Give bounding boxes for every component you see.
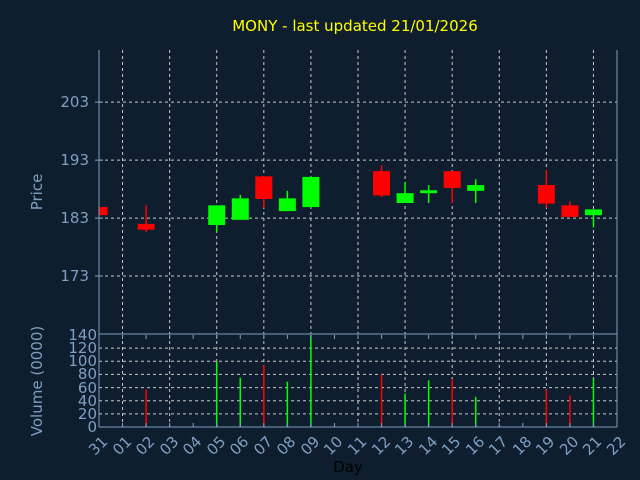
candle-body [561,205,579,217]
volume-tick-label: 100 [68,352,97,371]
volume-bar [286,381,289,427]
price-tick-label: 173 [60,267,89,286]
volume-tick-label: 20 [77,404,97,423]
candle-body [443,171,461,188]
price-axis-label: Price [28,174,46,211]
candle-body [537,185,555,204]
volume-bar [451,379,453,427]
volume-bar [592,378,595,427]
volume-bar [145,389,147,427]
candle-body [373,171,391,196]
volume-bar [474,396,477,427]
volume-bar [427,380,430,427]
volume-tick-label: 40 [77,391,97,410]
volume-tick-label: 140 [68,326,97,344]
volume-tick-label: 0 [87,418,97,436]
volume-bar [239,377,242,427]
candle-body [278,198,296,212]
candle-body [584,209,602,216]
x-axis-label: Day [333,458,363,476]
volume-bar [215,361,218,427]
volume-bar [310,335,312,427]
candle-body [302,176,320,208]
candle-body [420,190,438,194]
volume-bar [569,395,571,427]
volume-axis-label: Volume (0000) [28,326,46,436]
price-tick-label: 203 [60,93,89,112]
volume-tick-label: 80 [77,365,97,384]
volume-bar [404,393,406,427]
candle-body [137,223,155,230]
candle-body [208,205,226,226]
candle-body [231,198,249,220]
candle-body [467,185,485,191]
candle-body [396,193,414,204]
price-tick-label: 193 [60,151,89,170]
volume-tick-label: 60 [77,378,97,397]
chart-title: MONY - last updated 21/01/2026 [232,17,478,35]
volume-tick-label: 120 [68,339,97,358]
price-tick-label: 183 [60,209,89,228]
volume-bar [263,365,265,427]
candle-body [99,207,108,216]
volume-bar [545,389,548,427]
volume-bar [380,374,383,427]
candle-body [255,176,273,199]
